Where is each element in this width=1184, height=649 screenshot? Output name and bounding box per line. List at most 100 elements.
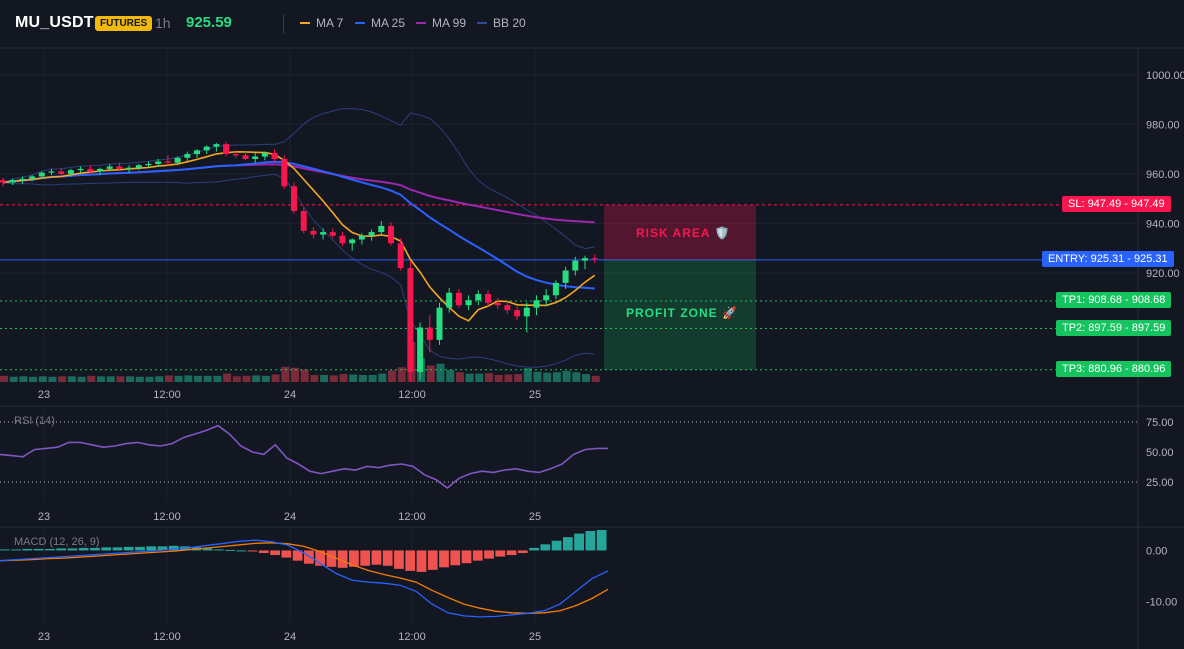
candle-body	[582, 258, 588, 261]
volume-bar	[397, 367, 406, 382]
macd-histogram-bar	[495, 550, 506, 557]
legend-label: MA 25	[371, 16, 406, 30]
macd-histogram-bar	[123, 546, 134, 551]
macd-histogram-bar	[11, 549, 22, 551]
volume-bar	[184, 375, 193, 382]
volume-bar	[145, 376, 154, 382]
candle-body	[436, 307, 443, 340]
candle-body	[87, 168, 94, 172]
macd-histogram-bar	[540, 544, 551, 551]
legend-label: MA 7	[316, 16, 344, 30]
time-axis-label: 12:00	[153, 631, 181, 643]
time-axis-label: 12:00	[398, 389, 426, 401]
legend-swatch-icon	[300, 22, 310, 24]
symbol-name[interactable]: MU_USDT	[15, 14, 94, 31]
macd-histogram-bar	[405, 550, 416, 571]
volume-bar	[48, 376, 57, 382]
macd-histogram-bar	[517, 550, 528, 553]
macd-histogram-bar	[56, 548, 67, 551]
candle-body	[591, 258, 598, 260]
macd-histogram-bar	[427, 550, 438, 570]
timeframe-selector[interactable]: 1h	[155, 15, 171, 31]
legend-bb20[interactable]: BB 20	[477, 16, 526, 30]
macd-histogram-bar	[236, 550, 247, 552]
volume-bar	[9, 376, 18, 382]
macd-histogram-bar	[562, 537, 573, 551]
volume-bar	[349, 374, 358, 382]
candle-body	[19, 178, 26, 181]
rsi-axis-label: 75.00	[1146, 417, 1174, 429]
candle-body	[349, 239, 356, 244]
macd-histogram-bar	[213, 549, 224, 551]
volume-bar	[465, 373, 474, 382]
macd-histogram-bar	[0, 549, 10, 551]
macd-histogram-bar	[416, 550, 427, 572]
time-axis-label: 24	[284, 631, 296, 643]
macd-histogram-bar	[202, 548, 213, 551]
volume-bar	[339, 374, 348, 382]
volume-bar	[19, 376, 28, 382]
candle-body	[97, 168, 103, 172]
candle-body	[339, 235, 346, 244]
candle-body	[106, 166, 113, 169]
candle-body	[223, 144, 230, 155]
macd-histogram-bar	[315, 550, 326, 566]
volume-bar	[194, 375, 202, 382]
macd-histogram-bar	[33, 548, 44, 551]
volume-bar	[494, 374, 503, 382]
volume-bar	[232, 376, 241, 382]
candle-body	[494, 302, 501, 306]
volume-bar	[126, 376, 135, 382]
macd-histogram-bar	[45, 548, 55, 551]
volume-bar	[378, 373, 387, 382]
macd-axis-label: 0.00	[1146, 545, 1167, 557]
tp1-price-label: TP1: 908.68 - 908.68	[1056, 292, 1172, 309]
volume-bar	[552, 372, 561, 382]
volume-bar	[135, 376, 144, 382]
rsi-axis-label: 25.00	[1146, 477, 1174, 489]
risk-area-label: RISK AREA 🛡️	[636, 226, 731, 240]
legend-ma7[interactable]: MA 7	[300, 16, 343, 30]
sl-price-label: SL: 947.49 - 947.49	[1062, 195, 1171, 212]
price-axis-label: 1000.00	[1146, 70, 1184, 82]
price-axis-label: 940.00	[1146, 218, 1180, 230]
volume-bar	[67, 376, 76, 382]
macd-histogram-bar	[439, 550, 449, 568]
legend-ma99[interactable]: MA 99	[416, 16, 466, 30]
time-axis-label: 25	[529, 389, 541, 401]
candle-body	[475, 294, 482, 301]
candle-body	[126, 167, 133, 169]
candle-body	[58, 171, 65, 174]
volume-bar	[320, 374, 329, 382]
volume-bar	[116, 376, 125, 382]
tp3-price-label: TP3: 880.96 - 880.96	[1056, 360, 1172, 377]
macd-title: MACD (12, 26, 9)	[14, 536, 100, 548]
rsi-title: RSI (14)	[14, 415, 55, 427]
volume-bar	[77, 376, 86, 382]
macd-histogram-bar	[450, 550, 461, 566]
candle-body	[29, 176, 36, 179]
time-axis-label: 12:00	[398, 631, 426, 643]
macd-histogram-bar	[281, 550, 292, 558]
macd-histogram-bar	[337, 550, 348, 568]
candle-body	[213, 144, 220, 147]
volume-bar	[572, 372, 581, 382]
volume-bar	[271, 374, 280, 382]
time-axis-label: 12:00	[398, 511, 426, 523]
time-axis-label: 23	[38, 511, 50, 523]
macd-histogram-bar	[90, 547, 100, 551]
current-price: 925.59	[186, 14, 232, 31]
legend-ma25[interactable]: MA 25	[355, 16, 405, 30]
time-axis-label: 25	[529, 631, 541, 643]
candle-body	[164, 161, 171, 163]
volume-bar	[504, 374, 513, 382]
candle-body	[533, 300, 540, 308]
volume-bar	[252, 375, 261, 382]
candle-body	[378, 225, 385, 233]
price-axis-label: 920.00	[1146, 268, 1180, 280]
profit-zone	[604, 259, 756, 370]
volume-bar	[426, 365, 435, 382]
volume-bar	[591, 375, 600, 382]
candle-body	[232, 154, 239, 156]
